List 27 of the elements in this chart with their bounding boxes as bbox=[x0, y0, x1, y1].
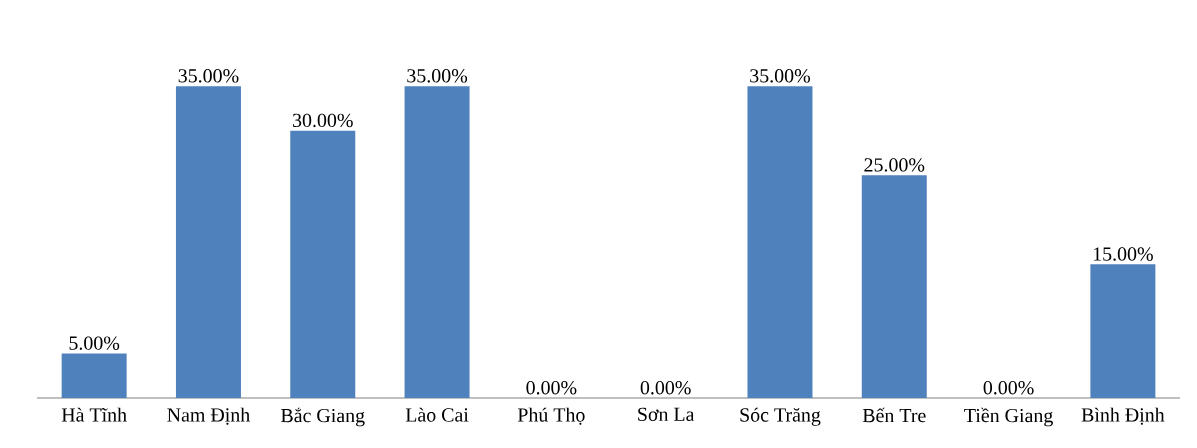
bar bbox=[1090, 264, 1156, 398]
data-label: 0.00% bbox=[983, 380, 1034, 395]
bar bbox=[404, 86, 470, 398]
data-label: 30.00% bbox=[293, 113, 353, 128]
x-tick-label: Nam Định bbox=[167, 407, 250, 425]
x-tick-label: Sóc Trăng bbox=[740, 407, 821, 426]
x-tick-label: Lào Cai bbox=[405, 407, 469, 422]
x-tick-label: Bến Tre bbox=[862, 407, 926, 423]
data-label: 35.00% bbox=[750, 69, 811, 83]
data-label: 35.00% bbox=[407, 69, 468, 83]
bar bbox=[861, 175, 927, 398]
data-label: 0.00% bbox=[526, 380, 577, 395]
data-label: 0.00% bbox=[640, 380, 691, 395]
bar bbox=[61, 353, 127, 398]
x-tick-label: Bắc Giang bbox=[281, 407, 365, 427]
data-label: 35.00% bbox=[178, 69, 239, 83]
x-tick-label: Bình Định bbox=[1081, 407, 1165, 425]
data-label: 25.00% bbox=[864, 158, 925, 172]
x-tick-label: Sơn La bbox=[638, 407, 695, 422]
data-label: 15.00% bbox=[1093, 247, 1153, 261]
x-tick-label: Hà Tĩnh bbox=[61, 407, 127, 422]
x-tick-label: Phú Thọ bbox=[517, 407, 585, 425]
x-tick-label: Tiền Giang bbox=[964, 407, 1053, 427]
bar bbox=[175, 86, 241, 398]
bar bbox=[747, 86, 813, 398]
data-label: 5.00% bbox=[69, 336, 120, 350]
bar bbox=[290, 130, 356, 398]
